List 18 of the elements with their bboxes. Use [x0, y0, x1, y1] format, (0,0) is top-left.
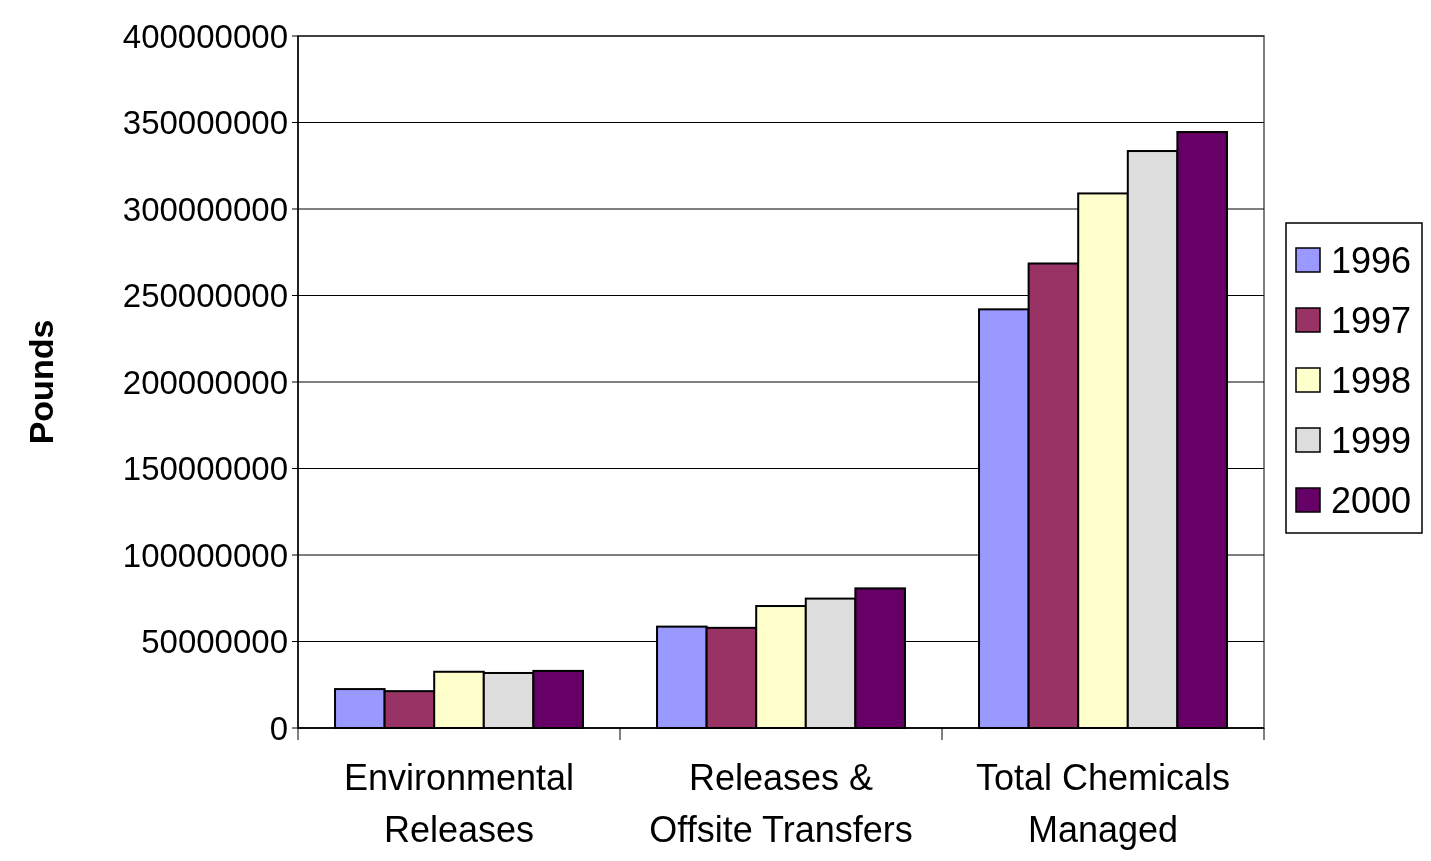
x-tick-label: Environmental Releases: [343, 757, 575, 850]
y-axis-title: Pounds: [22, 319, 60, 445]
legend-label: 1999: [1331, 419, 1412, 461]
y-tick-label: 300000000: [122, 190, 288, 228]
legend-label: 1997: [1331, 299, 1412, 341]
y-tick-label: 400000000: [122, 17, 288, 55]
y-tick-label: 350000000: [122, 104, 288, 142]
legend-label: 2000: [1331, 479, 1412, 521]
x-tick-label: Total Chemicals Managed: [975, 757, 1231, 850]
x-tick-label: Releases & Offsite Transfers: [649, 757, 913, 850]
y-tick-label: 150000000: [122, 450, 288, 488]
y-tick-label: 250000000: [122, 277, 288, 315]
y-tick-label: 0: [269, 709, 288, 747]
legend-label: 1996: [1331, 239, 1412, 281]
y-tick-label: 50000000: [141, 623, 288, 661]
y-tick-label: 100000000: [122, 536, 288, 574]
y-tick-label: 200000000: [122, 363, 288, 401]
legend-label: 1998: [1331, 359, 1412, 401]
